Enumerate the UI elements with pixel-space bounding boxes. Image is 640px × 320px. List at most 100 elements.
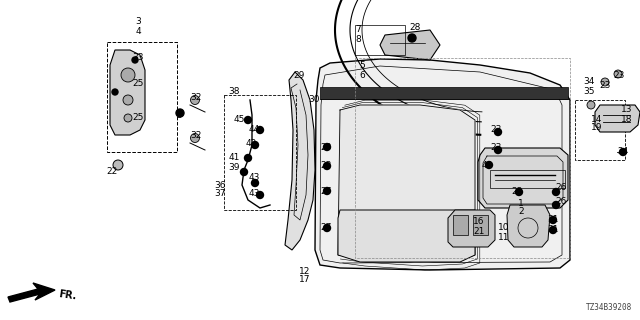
Text: 26: 26 bbox=[556, 183, 566, 193]
Text: 23: 23 bbox=[613, 71, 625, 81]
Text: 21: 21 bbox=[474, 227, 484, 236]
Polygon shape bbox=[507, 205, 550, 247]
Text: 3: 3 bbox=[135, 18, 141, 27]
Text: 31: 31 bbox=[547, 215, 559, 225]
Bar bbox=[224, 95, 296, 210]
Circle shape bbox=[495, 147, 502, 154]
Text: 12: 12 bbox=[300, 267, 310, 276]
Text: 31: 31 bbox=[547, 226, 559, 235]
Circle shape bbox=[620, 148, 627, 156]
Text: 43: 43 bbox=[248, 188, 260, 197]
Circle shape bbox=[121, 68, 135, 82]
Text: 27: 27 bbox=[320, 223, 332, 233]
Text: 11: 11 bbox=[499, 233, 509, 242]
Text: 23: 23 bbox=[511, 188, 523, 196]
Text: 23: 23 bbox=[599, 81, 611, 90]
Text: 4: 4 bbox=[135, 27, 141, 36]
Circle shape bbox=[495, 129, 502, 135]
Text: 35: 35 bbox=[583, 86, 595, 95]
Text: 23: 23 bbox=[490, 125, 502, 134]
Circle shape bbox=[176, 109, 184, 117]
Circle shape bbox=[132, 57, 138, 63]
Text: 5: 5 bbox=[359, 61, 365, 70]
Text: 27: 27 bbox=[320, 187, 332, 196]
Polygon shape bbox=[315, 59, 570, 270]
Bar bbox=[490, 170, 565, 188]
Text: 10: 10 bbox=[499, 223, 509, 233]
Circle shape bbox=[552, 202, 559, 209]
Circle shape bbox=[486, 162, 493, 169]
Bar bbox=[107, 42, 177, 152]
Circle shape bbox=[323, 188, 330, 195]
Bar bbox=[320, 87, 568, 99]
Text: 25: 25 bbox=[132, 113, 144, 122]
Text: 37: 37 bbox=[214, 189, 226, 198]
Bar bbox=[355, 58, 570, 258]
Circle shape bbox=[123, 95, 133, 105]
Circle shape bbox=[515, 188, 522, 196]
Circle shape bbox=[323, 143, 330, 150]
Text: 42: 42 bbox=[245, 139, 257, 148]
Circle shape bbox=[614, 70, 622, 78]
Text: 41: 41 bbox=[228, 153, 240, 162]
Polygon shape bbox=[478, 148, 568, 208]
Bar bbox=[453, 215, 468, 235]
Circle shape bbox=[124, 114, 132, 122]
Circle shape bbox=[257, 191, 264, 198]
Circle shape bbox=[408, 34, 416, 42]
Text: 8: 8 bbox=[355, 35, 361, 44]
Text: 19: 19 bbox=[591, 124, 603, 132]
Text: 39: 39 bbox=[228, 164, 240, 172]
Polygon shape bbox=[595, 105, 640, 132]
Circle shape bbox=[552, 188, 559, 196]
Text: 32: 32 bbox=[190, 131, 202, 140]
Text: 17: 17 bbox=[300, 276, 311, 284]
Text: 22: 22 bbox=[106, 167, 118, 177]
Circle shape bbox=[587, 101, 595, 109]
Circle shape bbox=[323, 225, 330, 231]
Text: 43: 43 bbox=[248, 173, 260, 182]
Circle shape bbox=[112, 89, 118, 95]
Text: 36: 36 bbox=[214, 180, 226, 189]
Text: 26: 26 bbox=[556, 197, 566, 206]
Circle shape bbox=[550, 227, 557, 234]
Text: 40: 40 bbox=[481, 161, 493, 170]
Text: 38: 38 bbox=[228, 86, 240, 95]
Text: 16: 16 bbox=[473, 218, 484, 227]
Bar bbox=[355, 25, 405, 55]
Circle shape bbox=[191, 95, 200, 105]
Text: 28: 28 bbox=[410, 22, 420, 31]
Text: 23: 23 bbox=[490, 143, 502, 153]
Circle shape bbox=[257, 126, 264, 133]
Text: 29: 29 bbox=[293, 71, 305, 81]
Bar bbox=[473, 215, 488, 235]
Polygon shape bbox=[380, 30, 440, 60]
Text: 44: 44 bbox=[248, 125, 260, 134]
Text: TZ34B39208: TZ34B39208 bbox=[586, 303, 632, 312]
Text: 32: 32 bbox=[190, 92, 202, 101]
Bar bbox=[575, 100, 625, 160]
Text: 24: 24 bbox=[618, 148, 628, 156]
Circle shape bbox=[550, 217, 557, 223]
Text: 18: 18 bbox=[621, 115, 633, 124]
Text: 45: 45 bbox=[234, 115, 244, 124]
Circle shape bbox=[323, 163, 330, 170]
Text: 33: 33 bbox=[132, 53, 144, 62]
Text: 9: 9 bbox=[176, 111, 182, 121]
Text: 13: 13 bbox=[621, 106, 633, 115]
Text: 1: 1 bbox=[518, 198, 524, 207]
Text: 7: 7 bbox=[355, 26, 361, 35]
Text: 23: 23 bbox=[320, 162, 332, 171]
Circle shape bbox=[244, 116, 252, 124]
Polygon shape bbox=[338, 105, 475, 262]
Circle shape bbox=[241, 169, 248, 175]
Polygon shape bbox=[8, 283, 55, 302]
Circle shape bbox=[244, 155, 252, 162]
Text: 2: 2 bbox=[518, 207, 524, 217]
Text: 6: 6 bbox=[359, 70, 365, 79]
Polygon shape bbox=[110, 50, 145, 135]
Circle shape bbox=[113, 160, 123, 170]
Circle shape bbox=[252, 180, 259, 187]
Text: 23: 23 bbox=[320, 142, 332, 151]
Polygon shape bbox=[338, 210, 475, 262]
